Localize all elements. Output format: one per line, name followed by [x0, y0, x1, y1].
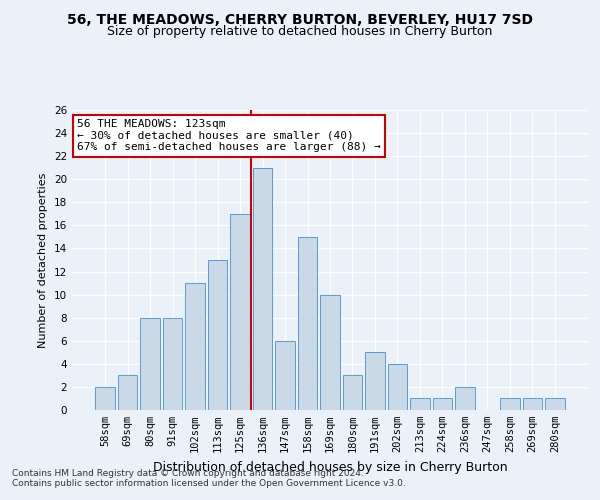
Text: Contains public sector information licensed under the Open Government Licence v3: Contains public sector information licen…	[12, 479, 406, 488]
X-axis label: Distribution of detached houses by size in Cherry Burton: Distribution of detached houses by size …	[152, 460, 508, 473]
Bar	[455, 387, 475, 410]
Bar	[388, 364, 407, 410]
Bar	[95, 387, 115, 410]
Bar	[298, 237, 317, 410]
Bar	[208, 260, 227, 410]
Bar	[230, 214, 250, 410]
Bar	[118, 376, 137, 410]
Text: Size of property relative to detached houses in Cherry Burton: Size of property relative to detached ho…	[107, 25, 493, 38]
Bar	[365, 352, 385, 410]
Text: 56 THE MEADOWS: 123sqm
← 30% of detached houses are smaller (40)
67% of semi-det: 56 THE MEADOWS: 123sqm ← 30% of detached…	[77, 119, 381, 152]
Bar	[433, 398, 452, 410]
Bar	[410, 398, 430, 410]
Bar	[275, 341, 295, 410]
Text: 56, THE MEADOWS, CHERRY BURTON, BEVERLEY, HU17 7SD: 56, THE MEADOWS, CHERRY BURTON, BEVERLEY…	[67, 12, 533, 26]
Bar	[500, 398, 520, 410]
Bar	[185, 283, 205, 410]
Text: Contains HM Land Registry data © Crown copyright and database right 2024.: Contains HM Land Registry data © Crown c…	[12, 469, 364, 478]
Bar	[523, 398, 542, 410]
Bar	[343, 376, 362, 410]
Y-axis label: Number of detached properties: Number of detached properties	[38, 172, 49, 348]
Bar	[253, 168, 272, 410]
Bar	[163, 318, 182, 410]
Bar	[320, 294, 340, 410]
Bar	[140, 318, 160, 410]
Bar	[545, 398, 565, 410]
